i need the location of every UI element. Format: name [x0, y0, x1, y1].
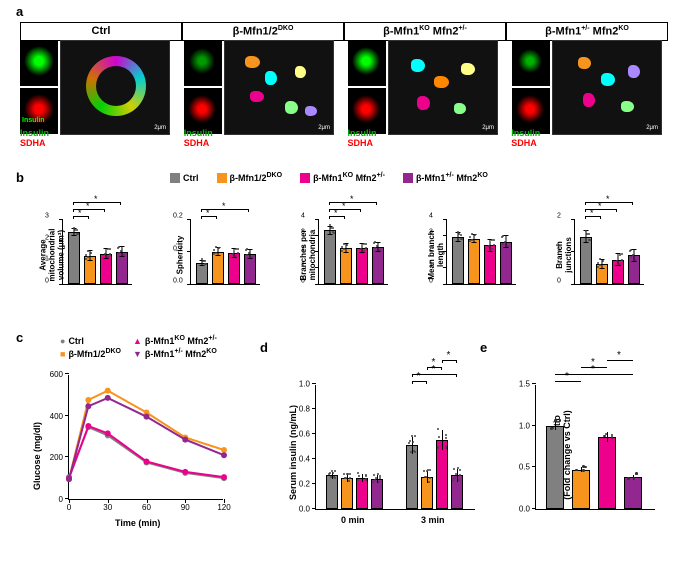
- insulin-label: Insulin: [511, 128, 540, 138]
- panel-c-chart: Glucose (mg/dl) Time (min) 0200400600030…: [30, 370, 230, 520]
- insulin-label: Insulin: [184, 128, 213, 138]
- bar: [324, 230, 336, 284]
- hdr-mfn2ko: β-Mfn1+/- Mfn2KO: [506, 22, 668, 41]
- render-3d: 2μm: [388, 40, 498, 135]
- legend-ctrl: ●Ctrl: [60, 335, 121, 346]
- bar-chart: Averagemitochondrialvolume (μm³)0123***: [40, 210, 140, 300]
- img-group-dko: 2μm: [184, 40, 344, 135]
- bar: [452, 237, 464, 284]
- sdha-label: SDHA: [348, 138, 374, 148]
- insulin-label: Insulin: [348, 128, 377, 138]
- insulin-thumb: [512, 40, 550, 86]
- legend-mfn1ko: ▲β-Mfn1KO Mfn2+/-: [133, 335, 217, 346]
- panel-b-legend: Ctrl β-Mfn1/2DKO β-Mfn1KO Mfn2+/- β-Mfn1…: [170, 172, 488, 183]
- ylabel-glucose: Glucose (mg/dl): [32, 422, 42, 490]
- panel-d-letter: d: [260, 340, 268, 355]
- sdha-label: SDHA: [20, 138, 46, 148]
- bar-chart: Sphericity0.00.10.2**: [168, 210, 268, 300]
- legend-dko: β-Mfn1/2DKO: [217, 172, 283, 183]
- insulin-thumb: [348, 40, 386, 86]
- sdha-label: SDHA: [511, 138, 537, 148]
- panel-b-letter: b: [16, 170, 24, 185]
- render-3d: 2μm: [552, 40, 662, 135]
- panel-c-legend: ●Ctrl ▲β-Mfn1KO Mfn2+/- ■β-Mfn1/2DKO ▼β-…: [60, 335, 217, 359]
- img-group-ctrl: 2μm Insulin: [20, 40, 180, 135]
- ylabel: Serum insulin (ng/mL): [288, 405, 298, 500]
- bar: [356, 248, 368, 284]
- legend-ctrl: Ctrl: [170, 172, 199, 183]
- legend-mfn1ko: β-Mfn1KO Mfn2+/-: [300, 172, 385, 183]
- img-group-mfn1ko: 2μm: [348, 40, 508, 135]
- insulin-label: Insulin: [20, 128, 49, 138]
- img-group-mfn2ko: 2μm: [512, 40, 672, 135]
- bar: [68, 232, 80, 284]
- panel-a-letter: a: [16, 4, 23, 19]
- sdha-label: SDHA: [184, 138, 210, 148]
- panel-e-chart: mtDNA/nDNA ratio(Fold change vs Ctrl)0.0…: [500, 370, 675, 540]
- legend-mfn2ko: β-Mfn1+/- Mfn2KO: [403, 172, 488, 183]
- panel-a-headers: Ctrl β-Mfn1/2DKO β-Mfn1KO Mfn2+/- β-Mfn1…: [20, 22, 675, 41]
- legend-dko: ■β-Mfn1/2DKO: [60, 348, 121, 359]
- bar: [340, 248, 352, 284]
- insulin-thumb: [20, 40, 58, 86]
- insulin-label: Insulin: [22, 117, 45, 124]
- hdr-ctrl: Ctrl: [20, 22, 182, 41]
- xlabel-time: Time (min): [115, 518, 160, 528]
- bar: [212, 252, 224, 285]
- bar: [468, 239, 480, 285]
- panel-a-images: 2μm Insulin 2μm 2μm 2μm: [20, 40, 675, 135]
- render-3d: 2μm: [224, 40, 334, 135]
- panel-e-letter: e: [480, 340, 487, 355]
- render-3d: 2μm: [60, 40, 170, 135]
- panel-c-letter: c: [16, 330, 23, 345]
- legend-mfn2ko: ▼β-Mfn1+/- Mfn2KO: [133, 348, 217, 359]
- panel-d-chart: Serum insulin (ng/mL)0.00.20.40.60.81.00…: [280, 370, 495, 540]
- bar: [372, 247, 384, 284]
- hdr-dko: β-Mfn1/2DKO: [182, 22, 344, 41]
- insulin-thumb: [184, 40, 222, 86]
- bar-chart: Branches permitochondria01234***: [296, 210, 396, 300]
- bar: [580, 237, 592, 284]
- bar-chart: Mean branchlength01234: [424, 210, 524, 300]
- bar-chart: Branchjunctions012***: [552, 210, 652, 300]
- hdr-mfn1ko: β-Mfn1KO Mfn2+/-: [344, 22, 506, 41]
